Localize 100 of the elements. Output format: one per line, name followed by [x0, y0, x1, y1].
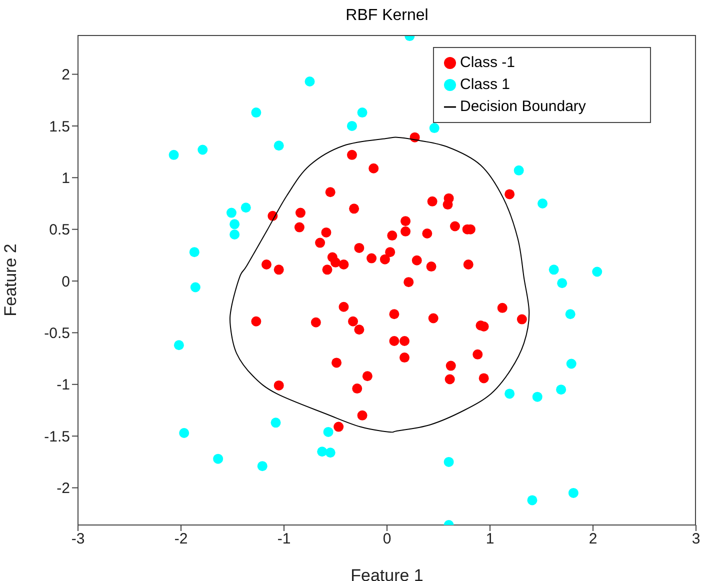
point	[566, 358, 576, 369]
point	[427, 196, 438, 206]
point	[389, 309, 400, 320]
point	[387, 230, 398, 241]
point	[274, 380, 284, 390]
point	[321, 227, 332, 238]
point	[338, 302, 349, 312]
point	[179, 428, 190, 438]
point	[497, 302, 508, 313]
point	[426, 262, 436, 272]
point	[317, 446, 328, 457]
x-tick-label: 0	[382, 530, 392, 548]
point	[261, 259, 272, 270]
point	[230, 230, 240, 240]
x-axis-title: Feature 1	[350, 566, 424, 581]
y-tick-label: -1.5	[44, 428, 70, 446]
point	[357, 108, 368, 118]
point	[412, 255, 422, 266]
point	[400, 226, 411, 236]
x-tick-label: 3	[692, 530, 700, 548]
point	[354, 242, 364, 253]
point	[190, 282, 200, 292]
point	[532, 392, 542, 402]
point	[323, 426, 334, 437]
x-tick-label: -2	[174, 530, 188, 548]
point	[304, 76, 315, 87]
point	[548, 264, 559, 275]
point	[385, 247, 396, 258]
point	[332, 358, 342, 368]
point	[565, 309, 576, 320]
point	[274, 264, 284, 275]
point	[325, 187, 336, 198]
x-tick-label: -3	[71, 530, 85, 548]
y-tick-label: -0.5	[44, 325, 70, 342]
point	[338, 259, 349, 270]
point	[349, 204, 360, 214]
point	[325, 448, 336, 458]
point	[352, 384, 362, 394]
point	[422, 228, 432, 238]
legend-label: Class -1	[460, 54, 516, 71]
point	[240, 202, 251, 213]
legend-label: Class 1	[460, 76, 510, 93]
point	[295, 208, 306, 218]
point	[504, 388, 515, 399]
point	[368, 163, 379, 174]
point	[478, 373, 489, 384]
y-tick-label: 1.5	[49, 118, 70, 136]
point	[557, 278, 568, 288]
point	[230, 219, 240, 230]
point	[270, 418, 281, 428]
y-tick-label: 2	[62, 66, 70, 84]
point	[514, 165, 524, 176]
point	[346, 150, 357, 160]
point	[446, 360, 456, 371]
point	[330, 257, 340, 268]
point	[380, 254, 390, 264]
point	[198, 144, 208, 155]
point	[274, 140, 284, 151]
point	[504, 189, 515, 200]
point	[257, 461, 268, 472]
point	[538, 198, 548, 208]
point	[400, 336, 410, 346]
point	[444, 456, 454, 467]
annotation: Decision Boundary	[460, 98, 586, 115]
chart-title: RBF Kernel	[344, 7, 430, 25]
point	[251, 316, 262, 326]
point	[592, 266, 602, 277]
point	[213, 454, 224, 464]
point	[322, 264, 332, 275]
x-tick-label: 2	[588, 530, 598, 548]
point	[463, 259, 474, 270]
y-tick-label: 1	[62, 170, 70, 187]
point	[429, 123, 440, 134]
point	[472, 349, 483, 360]
point	[442, 200, 453, 210]
point	[346, 120, 357, 131]
point	[516, 314, 527, 324]
point	[168, 150, 179, 160]
point	[428, 313, 438, 324]
point	[568, 488, 578, 498]
y-tick-label: -2	[56, 480, 70, 498]
point	[348, 316, 358, 326]
point	[251, 108, 262, 118]
point	[315, 238, 326, 248]
point	[226, 208, 236, 218]
y-tick-label: 0	[62, 273, 70, 290]
point	[444, 374, 455, 384]
y-tick-label: 0.5	[49, 222, 70, 239]
x-tick-label: 1	[486, 530, 494, 548]
point	[527, 495, 538, 506]
point	[362, 371, 372, 382]
point	[389, 336, 400, 346]
point	[357, 410, 368, 420]
point	[400, 216, 411, 226]
point	[174, 340, 184, 350]
point	[334, 422, 344, 432]
point	[404, 277, 414, 288]
point	[450, 221, 460, 232]
point	[366, 253, 377, 264]
point	[556, 384, 566, 395]
